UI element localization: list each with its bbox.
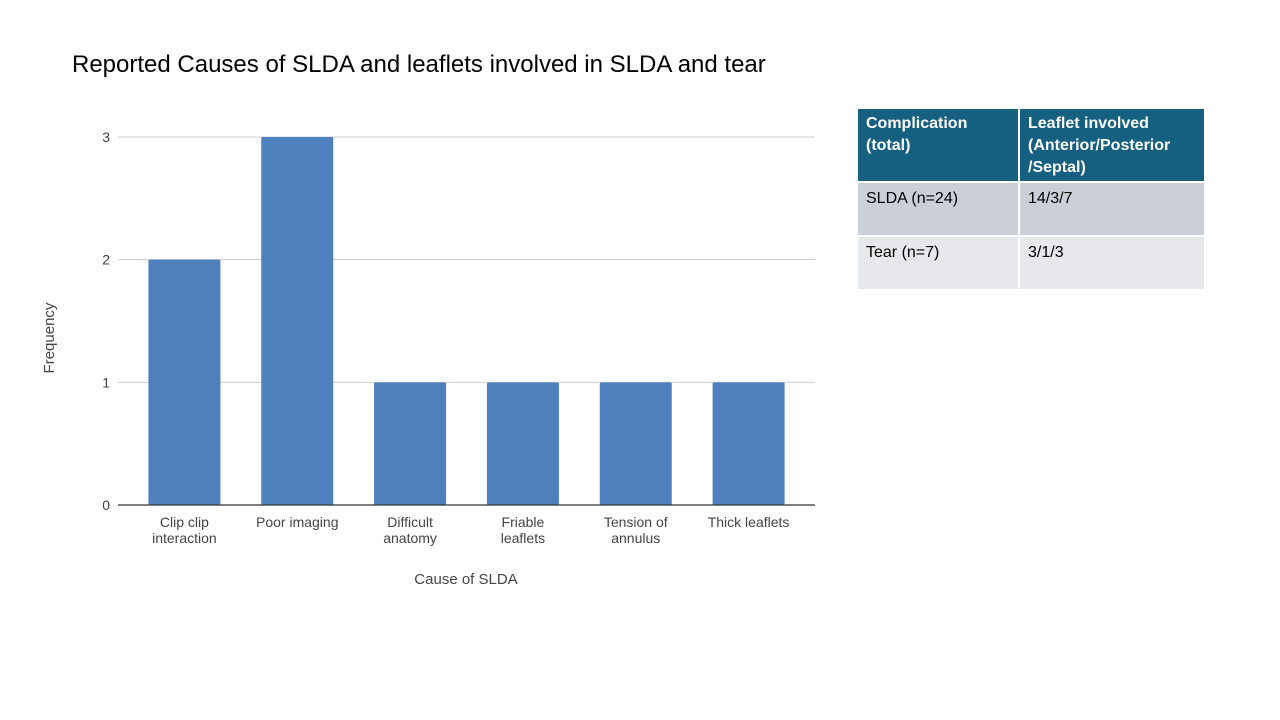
complication-table: Complication (total) Leaflet involved (A… (856, 107, 1206, 291)
x-tick-label-line: leaflets (501, 530, 545, 546)
bar (486, 382, 559, 505)
cell-leaflets: 3/1/3 (1018, 235, 1206, 291)
bar (261, 137, 334, 505)
x-tick-label: Poor imaging (256, 514, 339, 530)
header-leaflet-involved: Leaflet involved (Anterior/Posterior /Se… (1018, 107, 1206, 183)
x-tick-label-line: Thick leaflets (708, 514, 790, 530)
header-leaflet-line1: Leaflet involved (1028, 115, 1149, 132)
table-row: SLDA (n=24) 14/3/7 (856, 181, 1206, 237)
x-tick-label: Thick leaflets (708, 514, 790, 530)
x-tick-label-line: Difficult (387, 514, 433, 530)
x-tick-label-line: Clip clip (160, 514, 209, 530)
slide-title: Reported Causes of SLDA and leaflets inv… (72, 51, 766, 78)
y-tick-label: 1 (102, 374, 110, 390)
cell-leaflets: 14/3/7 (1018, 181, 1206, 237)
x-tick-label: Clip clip interaction (152, 514, 217, 546)
x-tick-label: Friable leaflets (501, 514, 545, 546)
header-leaflet-line2: (Anterior/Posterior (1028, 137, 1171, 154)
table-row: Tear (n=7) 3/1/3 (856, 235, 1206, 291)
x-tick-label-line: interaction (152, 530, 217, 546)
x-tick-label: Tension of annulus (604, 514, 668, 546)
x-tick-label-line: Poor imaging (256, 514, 339, 530)
y-tick-label: 3 (102, 129, 110, 145)
x-tick-label-line: anatomy (383, 530, 437, 546)
header-complication: Complication (total) (856, 107, 1020, 183)
bar (712, 382, 785, 505)
header-complication-line2: (total) (866, 137, 911, 154)
header-leaflet-line3: /Septal) (1028, 159, 1086, 176)
table-header-row: Complication (total) Leaflet involved (A… (856, 107, 1206, 183)
x-tick-label: Difficult anatomy (383, 514, 437, 546)
x-tick-label-line: Friable (502, 514, 545, 530)
x-axis-title: Cause of SLDA (414, 571, 517, 588)
y-tick-label: 2 (102, 252, 110, 268)
cell-complication: Tear (n=7) (856, 235, 1020, 291)
y-axis-title: Frequency (41, 302, 58, 373)
bar (374, 382, 447, 505)
x-tick-label-line: annulus (611, 530, 660, 546)
bar (599, 382, 672, 505)
y-tick-label: 0 (102, 497, 110, 513)
bar-chart: 0 1 2 3 Clip clip interaction Poor imaging Diff… (41, 129, 815, 588)
x-tick-label-line: Tension of (604, 514, 668, 530)
header-complication-line1: Complication (866, 115, 968, 132)
bar (148, 259, 221, 505)
cell-complication: SLDA (n=24) (856, 181, 1020, 237)
